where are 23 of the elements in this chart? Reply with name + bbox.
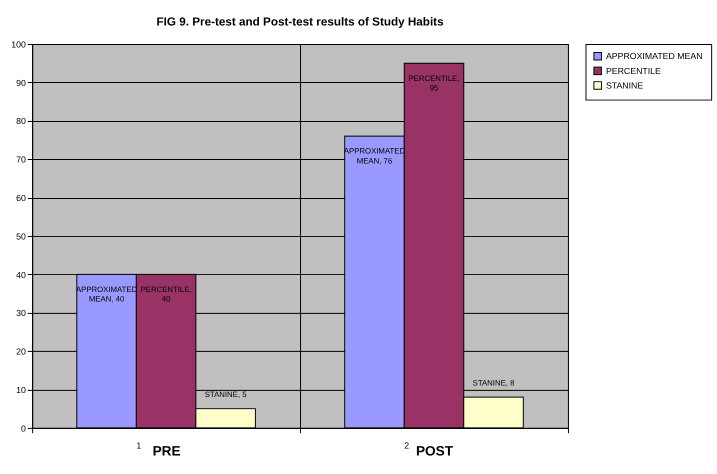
legend-label: STANINE	[606, 80, 644, 90]
y-tick-label: 10	[16, 384, 26, 395]
y-tick-label: 100	[11, 39, 26, 50]
legend-label: APPROXIMATED MEAN	[606, 51, 703, 62]
y-tick-label: 80	[16, 116, 26, 126]
y-tick-label: 20	[16, 346, 26, 357]
y-tick-label: 90	[16, 78, 26, 88]
y-tick-label: 70	[16, 154, 26, 165]
text: 1	[136, 440, 142, 450]
text: 2	[404, 440, 410, 450]
y-tick-label: 0	[20, 423, 26, 434]
legend-label: PERCENTILE	[606, 66, 662, 76]
data-label: STANINE, 8	[472, 378, 514, 388]
data-label: PERCENTILE, 95	[408, 74, 460, 93]
y-tick-label: 30	[16, 308, 26, 318]
data-label: STANINE, 5	[204, 390, 247, 399]
data-label: PERCENTILE, 40	[140, 284, 192, 304]
y-tick-label: 60	[16, 192, 26, 203]
x-tick-label: POST	[416, 444, 454, 459]
x-tick-label: PRE	[152, 444, 181, 459]
y-tick-label: 40	[16, 270, 26, 280]
y-tick-label: 50	[16, 231, 26, 242]
chart-title: FIG 9. Pre-test and Post-test results of Study Habits	[156, 16, 444, 29]
